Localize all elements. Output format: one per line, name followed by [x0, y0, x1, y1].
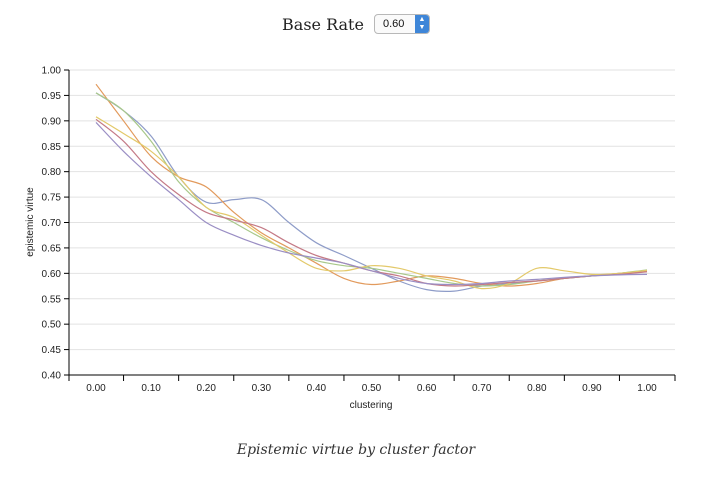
- x-tick-label: 0.50: [362, 383, 382, 394]
- controls-bar: Base Rate 0.60 ▲ ▼: [0, 14, 712, 34]
- y-tick-label: 0.55: [42, 294, 62, 305]
- up-down-chevron-icon: ▲ ▼: [414, 15, 429, 33]
- y-tick-label: 0.90: [42, 116, 62, 127]
- grid-lines: [69, 69, 675, 376]
- y-tick-label: 0.45: [42, 345, 62, 356]
- series-line-2: [95, 83, 648, 287]
- x-tick-label: 0.30: [252, 383, 272, 394]
- x-tick-label: 0.90: [582, 383, 602, 394]
- y-axis-label: epistemic virtue: [25, 187, 36, 257]
- y-tick-label: 0.60: [42, 269, 62, 280]
- y-tick-label: 1.00: [42, 66, 62, 77]
- line-chart: 0.40 0.45 0.50 0.55 0.60 0.65 0.70 0.75 0.80 0.85…: [25, 66, 676, 411]
- series-line-3: [95, 92, 648, 287]
- axes: 0.40 0.45 0.50 0.55 0.60 0.65 0.70 0.75 0.80 0.85…: [42, 66, 676, 394]
- x-tick-label: 0.00: [86, 383, 106, 394]
- y-tick-label: 0.65: [42, 243, 62, 254]
- base-rate-select[interactable]: 0.60 ▲ ▼: [373, 14, 430, 34]
- chart-caption: Epistemic virtue by cluster factor: [236, 442, 476, 458]
- y-tick-label: 0.95: [42, 91, 62, 102]
- series-line-5: [95, 118, 648, 287]
- series-lines: [95, 83, 648, 292]
- base-rate-label: Base Rate: [282, 14, 364, 34]
- x-axis-label: clustering: [350, 400, 393, 411]
- y-tick-label: 0.80: [42, 167, 62, 178]
- x-tick-label: 1.00: [637, 383, 657, 394]
- series-line-1: [95, 92, 648, 292]
- y-tick-label: 0.40: [42, 371, 62, 382]
- y-tick-label: 0.70: [42, 218, 62, 229]
- y-tick-label: 0.50: [42, 320, 62, 331]
- x-tick-label: 0.60: [417, 383, 437, 394]
- y-tick-label: 0.75: [42, 193, 62, 204]
- x-tick-label: 0.40: [307, 383, 327, 394]
- x-tick-label: 0.10: [141, 383, 161, 394]
- base-rate-value: 0.60: [382, 18, 405, 30]
- series-line-6: [95, 121, 648, 286]
- x-tick-label: 0.80: [527, 383, 547, 394]
- x-tick-label: 0.20: [196, 383, 216, 394]
- y-tick-label: 0.85: [42, 142, 62, 153]
- x-tick-label: 0.70: [472, 383, 492, 394]
- series-line-4: [95, 116, 648, 290]
